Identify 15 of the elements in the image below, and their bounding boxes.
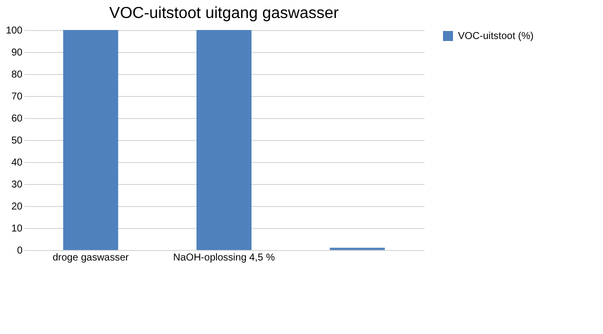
y-tick-label: 60 — [11, 114, 23, 124]
y-tick-label: 0 — [16, 246, 23, 256]
x-tick-label: NaOH-oplossing 4,5 % — [173, 252, 275, 264]
y-tick-label: 50 — [11, 136, 23, 146]
y-tick-label: 30 — [11, 180, 23, 190]
chart-title: VOC-uitstoot uitgang gaswasser — [109, 5, 340, 22]
x-tick-label: droge gaswasser — [52, 252, 130, 264]
y-tick-label: 20 — [11, 202, 23, 212]
y-tick-label: 70 — [11, 92, 23, 102]
y-tick-label: 40 — [11, 158, 23, 168]
y-tick-label: 10 — [11, 224, 23, 234]
y-tick-label: 90 — [11, 48, 23, 58]
legend-label: VOC-uitstoot (%) — [458, 31, 534, 42]
y-tick-label: 80 — [11, 70, 23, 80]
y-tick-label: 100 — [6, 26, 23, 36]
